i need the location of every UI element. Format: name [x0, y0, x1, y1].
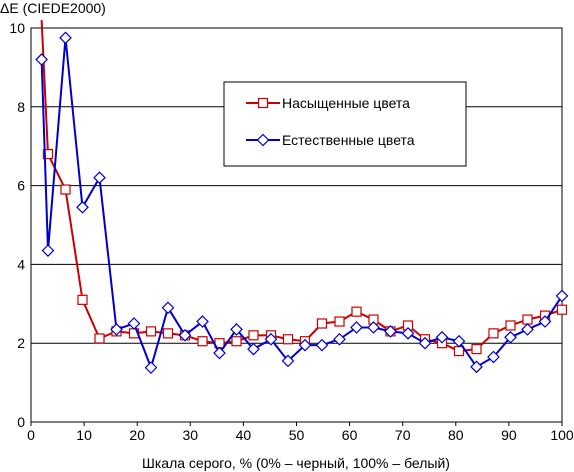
data-point [161, 301, 175, 315]
data-point [316, 318, 328, 329]
data-point [35, 53, 48, 66]
data-point [298, 338, 312, 352]
y-tick-label: 10 [9, 20, 25, 36]
legend-label: Естественные цвета [282, 132, 415, 148]
data-point [248, 330, 259, 341]
data-point [247, 342, 260, 356]
data-point [315, 338, 329, 352]
data-point [556, 304, 568, 315]
legend-box [223, 81, 467, 167]
y-tick-label: 6 [17, 178, 25, 194]
x-tick-label: 90 [501, 427, 517, 443]
x-tick-label: 0 [27, 427, 35, 443]
data-point [452, 334, 466, 348]
data-point [281, 354, 295, 368]
x-tick-label: 50 [289, 427, 305, 443]
data-point [110, 323, 123, 336]
data-point [213, 346, 226, 360]
legend-swatch-marker [257, 97, 269, 109]
data-point [197, 336, 208, 347]
x-tick-label: 70 [395, 427, 411, 443]
data-point [350, 321, 363, 334]
data-point [333, 332, 346, 346]
data-point [178, 328, 192, 342]
data-point [488, 328, 499, 339]
x-tick-label: 100 [550, 427, 574, 443]
legend-swatch-marker [256, 133, 270, 147]
series-2 [35, 31, 569, 374]
data-point [264, 332, 278, 346]
data-point [505, 320, 516, 331]
data-point [230, 323, 243, 336]
data-point [162, 328, 174, 339]
data-point [487, 350, 500, 364]
data-point [435, 330, 449, 344]
data-point [418, 336, 432, 350]
series-layer [35, 20, 569, 374]
x-tick-label: 40 [236, 427, 252, 443]
data-point [401, 327, 415, 340]
x-tick-label: 20 [129, 427, 145, 443]
data-point [231, 336, 242, 347]
data-point [76, 200, 89, 214]
x-tick-label: 30 [183, 427, 199, 443]
x-tick-label: 10 [76, 427, 92, 443]
data-point [93, 171, 106, 185]
y-tick-label: 8 [17, 99, 25, 115]
data-point [144, 361, 158, 374]
y-tick-label: 2 [17, 335, 25, 351]
data-point [334, 316, 345, 327]
data-point [41, 244, 55, 257]
y-axis-tick-labels: 0 2 4 6 8 10 [9, 20, 25, 430]
data-point [367, 321, 380, 334]
y-axis-title: ΔE (CIEDE2000) [0, 0, 106, 16]
data-point [60, 184, 71, 195]
x-tick-label: 80 [448, 427, 464, 443]
data-point [282, 334, 294, 345]
data-point [94, 333, 105, 344]
data-point [384, 325, 397, 338]
data-point [59, 31, 72, 45]
data-point [351, 306, 362, 317]
data-point [77, 294, 88, 305]
x-axis-tick-labels: 0 10 20 30 40 50 60 70 80 90 100 [27, 422, 574, 443]
legend-label: Насыщенные цвета [282, 95, 410, 111]
data-point [538, 315, 552, 328]
x-tick-label: 60 [342, 427, 358, 443]
data-point [521, 323, 534, 336]
x-axis-title: Шкала серого, % (0% – черный, 100% – бел… [142, 455, 450, 471]
data-point [145, 326, 157, 337]
data-point [453, 345, 465, 357]
data-point [504, 330, 517, 344]
y-tick-label: 0 [17, 414, 25, 430]
data-point [470, 360, 483, 374]
data-point [555, 289, 569, 303]
data-point [471, 344, 482, 355]
y-tick-label: 4 [17, 256, 25, 272]
data-point [522, 314, 533, 325]
data-point [196, 315, 209, 328]
legend: Насыщенные цвета Естественные цвета [223, 81, 467, 167]
data-point [127, 317, 141, 330]
data-point [42, 148, 54, 160]
